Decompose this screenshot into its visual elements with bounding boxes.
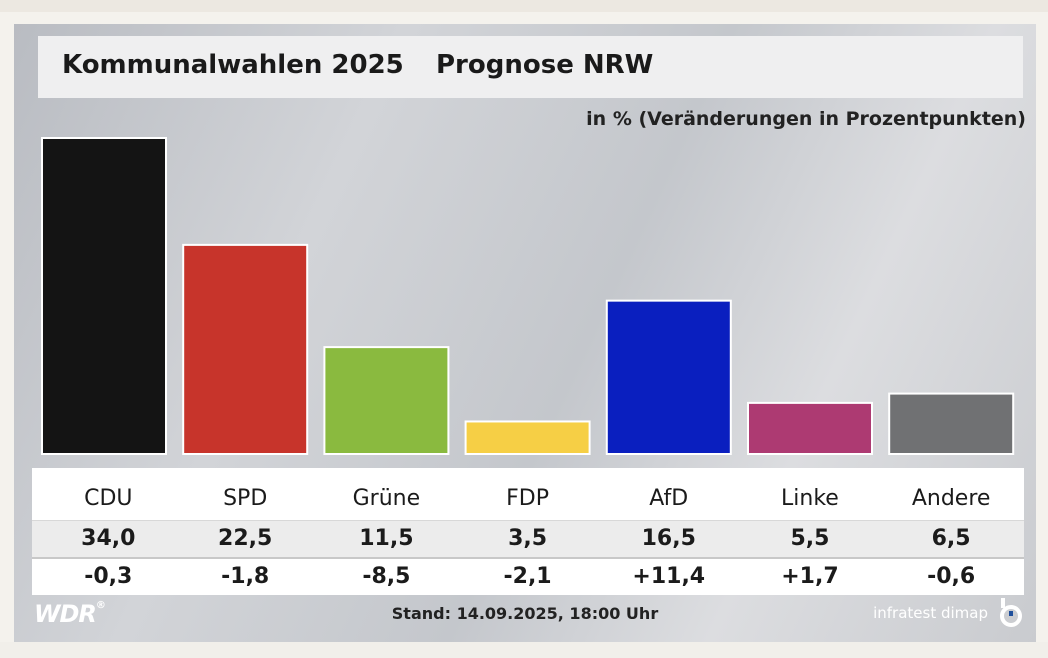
party-change-afd: +11,4 [632, 564, 706, 589]
party-name-linke: Linke [781, 486, 839, 511]
bar-afd [605, 299, 732, 455]
party-value-andere: 6,5 [931, 526, 971, 551]
stand-timestamp: Stand: 14.09.2025, 18:00 Uhr [391, 604, 659, 623]
wdr-logo: WDR® [34, 600, 106, 628]
wdr-logo-text: WDR [34, 600, 97, 628]
page-title: Kommunalwahlen 2025 [62, 50, 404, 80]
party-value-linke: 5,5 [790, 526, 830, 551]
infratest-dimap-logo: infratest dimap [873, 604, 988, 622]
party-value-gruene: 11,5 [359, 526, 414, 551]
bar-linke [747, 401, 873, 455]
party-changes-row: -0,3 -1,8 -8,5 -2,1 +11,4 +1,7 -0,6 [32, 559, 1024, 595]
party-change-linke: +1,7 [781, 564, 839, 589]
party-change-andere: -0,6 [927, 564, 976, 589]
party-value-fdp: 3,5 [508, 526, 548, 551]
wdr-logo-mark: ® [95, 600, 106, 611]
chart-panel: Kommunalwahlen 2025 Prognose NRW in % (V… [14, 24, 1036, 642]
results-table: CDU SPD Grüne FDP AfD Linke Andere 34,0 22,5 11,… [32, 468, 1024, 595]
bar-andere [888, 392, 1015, 455]
page-subtitle: Prognose NRW [436, 50, 654, 80]
bar-fdp [464, 420, 591, 455]
party-change-fdp: -2,1 [503, 564, 552, 589]
party-change-spd: -1,8 [221, 564, 270, 589]
party-name-spd: SPD [223, 486, 268, 511]
bar-gruene [323, 346, 450, 455]
top-strip [0, 0, 1048, 12]
party-name-gruene: Grüne [352, 486, 421, 511]
party-value-afd: 16,5 [641, 526, 696, 551]
party-name-afd: AfD [649, 486, 689, 511]
bar-spd [182, 243, 309, 455]
bar-cdu [41, 137, 167, 455]
infratest-dimap-icon [1000, 598, 1022, 627]
bottom-strip [0, 642, 1048, 658]
party-value-cdu: 34,0 [81, 526, 136, 551]
unit-label: in % (Veränderungen in Prozentpunkten) [586, 108, 1026, 130]
party-change-cdu: -0,3 [84, 564, 133, 589]
party-values-row: 34,0 22,5 11,5 3,5 16,5 5,5 6,5 [32, 520, 1024, 559]
title-bar: Kommunalwahlen 2025 Prognose NRW [38, 36, 1023, 98]
party-change-gruene: -8,5 [362, 564, 411, 589]
bar-chart [32, 137, 1024, 484]
party-name-cdu: CDU [84, 486, 133, 511]
party-name-andere: Andere [911, 486, 991, 511]
party-value-spd: 22,5 [218, 526, 273, 551]
party-names-row: CDU SPD Grüne FDP AfD Linke Andere [32, 468, 1024, 520]
party-name-fdp: FDP [506, 486, 549, 511]
